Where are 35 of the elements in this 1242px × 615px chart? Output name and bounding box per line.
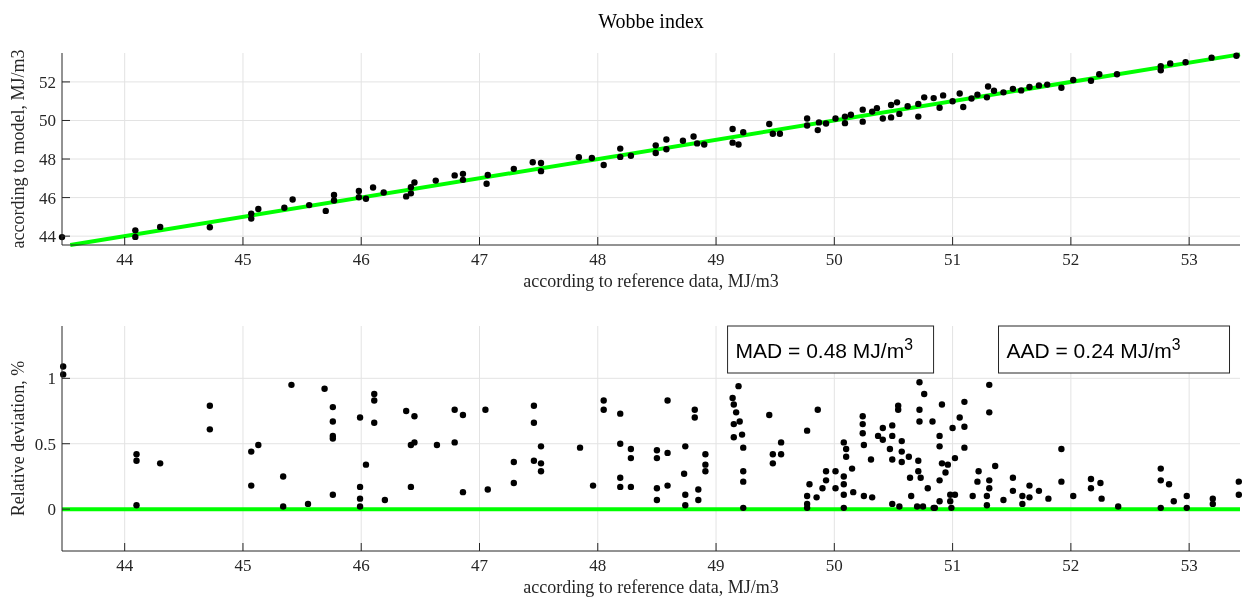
x-tick-label: 46 [352,556,370,575]
y-tick-label: 44 [39,227,57,247]
x-tick-label: 48 [589,250,607,269]
x-tick-label: 47 [471,556,489,575]
y-axis-title: according to model, MJ/m3 [8,49,28,249]
x-axis-title: according to reference data, MJ/m3 [523,271,779,291]
x-tick-label: 47 [471,250,489,269]
x-tick-label: 48 [589,556,607,575]
y-tick-label: 0.5 [34,434,56,454]
annotation: AAD = 0.24 MJ/m$^{3}$ [1006,335,1181,362]
x-tick-label: 50 [825,556,843,575]
y-tick-label: 1 [47,369,56,389]
x-tick-label: 45 [234,556,252,575]
x-tick-label: 53 [1180,556,1198,575]
x-tick-label: 50 [825,250,843,269]
x-tick-label: 52 [1062,250,1080,269]
annotation: MAD = 0.48 MJ/m$^{3}$ [735,335,914,362]
chart-title: Wobbe index [598,10,704,32]
x-tick-label: 46 [352,250,370,269]
x-axis-title: according to reference data, MJ/m3 [523,577,779,597]
x-tick-label: 49 [707,250,725,269]
x-tick-label: 44 [116,250,134,269]
x-tick-label: 53 [1180,250,1198,269]
y-tick-label: 50 [39,111,56,131]
y-tick-label: 52 [39,72,56,92]
y-axis-title: Relative deviation, % [8,360,28,517]
x-tick-label: 51 [944,250,962,269]
x-tick-label: 49 [707,556,725,575]
y-tick-label: 48 [39,150,56,170]
y-tick-label: 0 [47,500,56,520]
x-tick-label: 45 [234,250,252,269]
x-tick-label: 51 [944,556,962,575]
x-tick-label: 44 [116,556,134,575]
y-tick-label: 46 [39,188,56,208]
x-tick-label: 52 [1062,556,1080,575]
